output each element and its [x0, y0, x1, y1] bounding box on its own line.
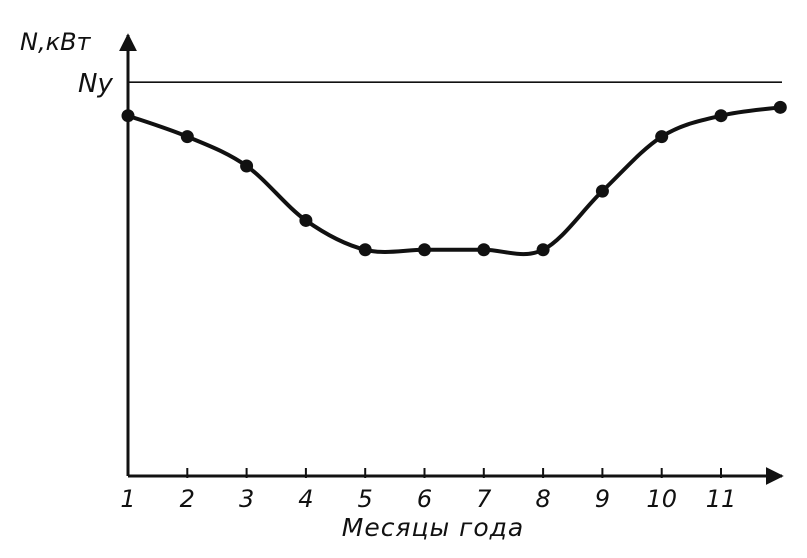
data-point	[418, 243, 431, 257]
x-tick-label: 8	[535, 485, 550, 513]
data-point	[595, 184, 609, 198]
x-tick-label: 5	[358, 485, 373, 513]
data-point	[180, 130, 194, 144]
data-points	[121, 100, 787, 257]
x-tick-label: 11	[706, 485, 737, 513]
x-axis-label: Месяцы года	[342, 513, 524, 542]
x-tick-label: 3	[239, 485, 254, 513]
x-tick-label: 9	[595, 485, 610, 513]
data-point	[655, 130, 669, 144]
data-point	[240, 159, 254, 173]
data-point	[358, 243, 372, 257]
x-axis-ticks: 1 2 3 4 5 6 7 8 9 10 11	[120, 468, 736, 513]
x-tick-label: 6	[417, 485, 432, 513]
reference-line-label: Ny	[78, 69, 113, 99]
x-tick-label: 7	[476, 485, 492, 513]
data-point	[121, 109, 135, 123]
x-tick-label: 4	[298, 485, 313, 513]
series-line	[126, 105, 783, 257]
data-point	[773, 100, 787, 114]
y-axis-label: N,кВт	[20, 28, 92, 56]
x-tick-label: 2	[180, 485, 195, 513]
data-point	[299, 213, 313, 227]
data-point	[536, 243, 550, 257]
data-point	[477, 243, 491, 257]
data-point	[714, 109, 728, 123]
x-tick-label: 1	[120, 485, 135, 513]
x-tick-label: 10	[646, 485, 677, 513]
